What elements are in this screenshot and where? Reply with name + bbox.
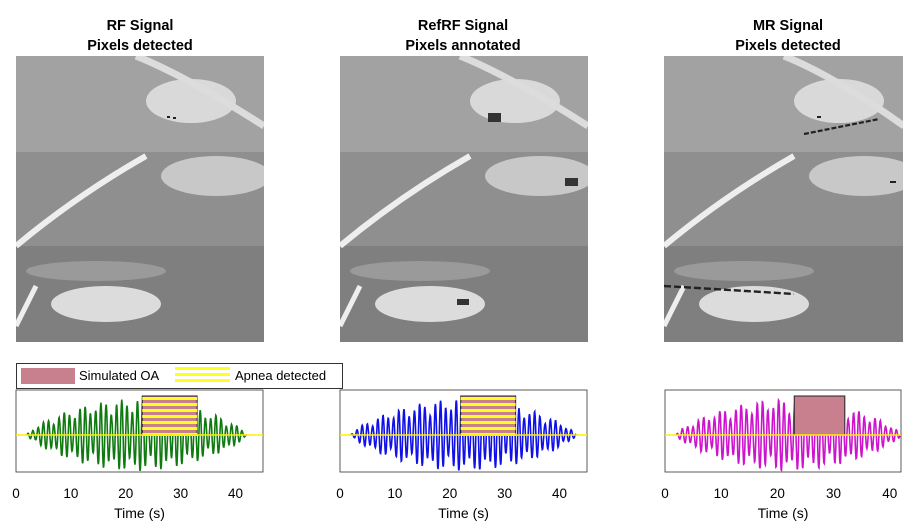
panel-title-refrf: RefRF Signal Pixels annotated (343, 16, 583, 56)
mri-image-mr (664, 56, 903, 342)
mri-image-refrf (340, 56, 588, 342)
x-axis-label: Time (s) (757, 505, 809, 521)
x-tick-label: 30 (826, 486, 842, 501)
apnea-stripe (460, 427, 516, 430)
legend: Simulated OA Apnea detected (16, 363, 343, 389)
x-tick-label: 0 (12, 486, 20, 501)
legend-swatch-simulated (21, 368, 75, 384)
legend-swatch-apnea (175, 367, 230, 385)
panel-title-rf: RF Signal Pixels detected (20, 16, 260, 56)
title-line2: Pixels annotated (405, 38, 521, 54)
x-axis-label: Time (s) (438, 505, 489, 521)
title-line1: MR Signal (752, 18, 824, 34)
apnea-stripe (460, 421, 516, 424)
x-tick-label: 30 (497, 486, 513, 501)
x-axis-label: Time (s) (114, 505, 165, 521)
legend-label-apnea: Apnea detected (235, 368, 327, 383)
x-tick-label: 10 (713, 486, 729, 501)
signal-plot-refrf (339, 389, 588, 473)
signal-plot-mr (664, 389, 902, 473)
x-tick-label: 10 (63, 486, 79, 501)
apnea-stripe (142, 397, 198, 400)
apnea-stripe (142, 421, 198, 424)
x-tick-label: 0 (336, 486, 344, 501)
apnea-stripe (142, 403, 198, 406)
legend-label-simulated: Simulated OA (79, 368, 160, 383)
x-tick-label: 20 (118, 486, 134, 501)
signal-line (675, 397, 902, 473)
mri-image-rf (16, 56, 264, 342)
title-line2: Pixels detected (87, 38, 193, 54)
x-tick-label: 0 (661, 486, 669, 501)
panel-title-mr: MR Signal Pixels detected (668, 16, 903, 56)
x-tick-label: 40 (882, 486, 898, 501)
apnea-stripe (142, 415, 198, 418)
signal-plot-rf (15, 389, 264, 473)
signal-line (26, 399, 247, 472)
x-tick-label: 20 (769, 486, 785, 501)
apnea-stripe (142, 409, 198, 412)
x-tick-label: 40 (228, 486, 244, 501)
x-tick-label: 40 (552, 486, 568, 501)
apnea-stripe (460, 415, 516, 418)
title-line2: Pixels detected (735, 38, 841, 54)
x-tick-label: 10 (387, 486, 403, 501)
apnea-stripe (460, 397, 516, 400)
x-tick-label: 20 (442, 486, 458, 501)
apnea-stripe (142, 427, 198, 430)
title-line1: RF Signal (106, 18, 174, 34)
apnea-stripe (460, 409, 516, 412)
title-line1: RefRF Signal (417, 18, 509, 34)
apnea-stripe (460, 403, 516, 406)
simulated-oa-region (793, 395, 846, 436)
x-tick-label: 30 (173, 486, 189, 501)
signal-line (350, 398, 577, 471)
